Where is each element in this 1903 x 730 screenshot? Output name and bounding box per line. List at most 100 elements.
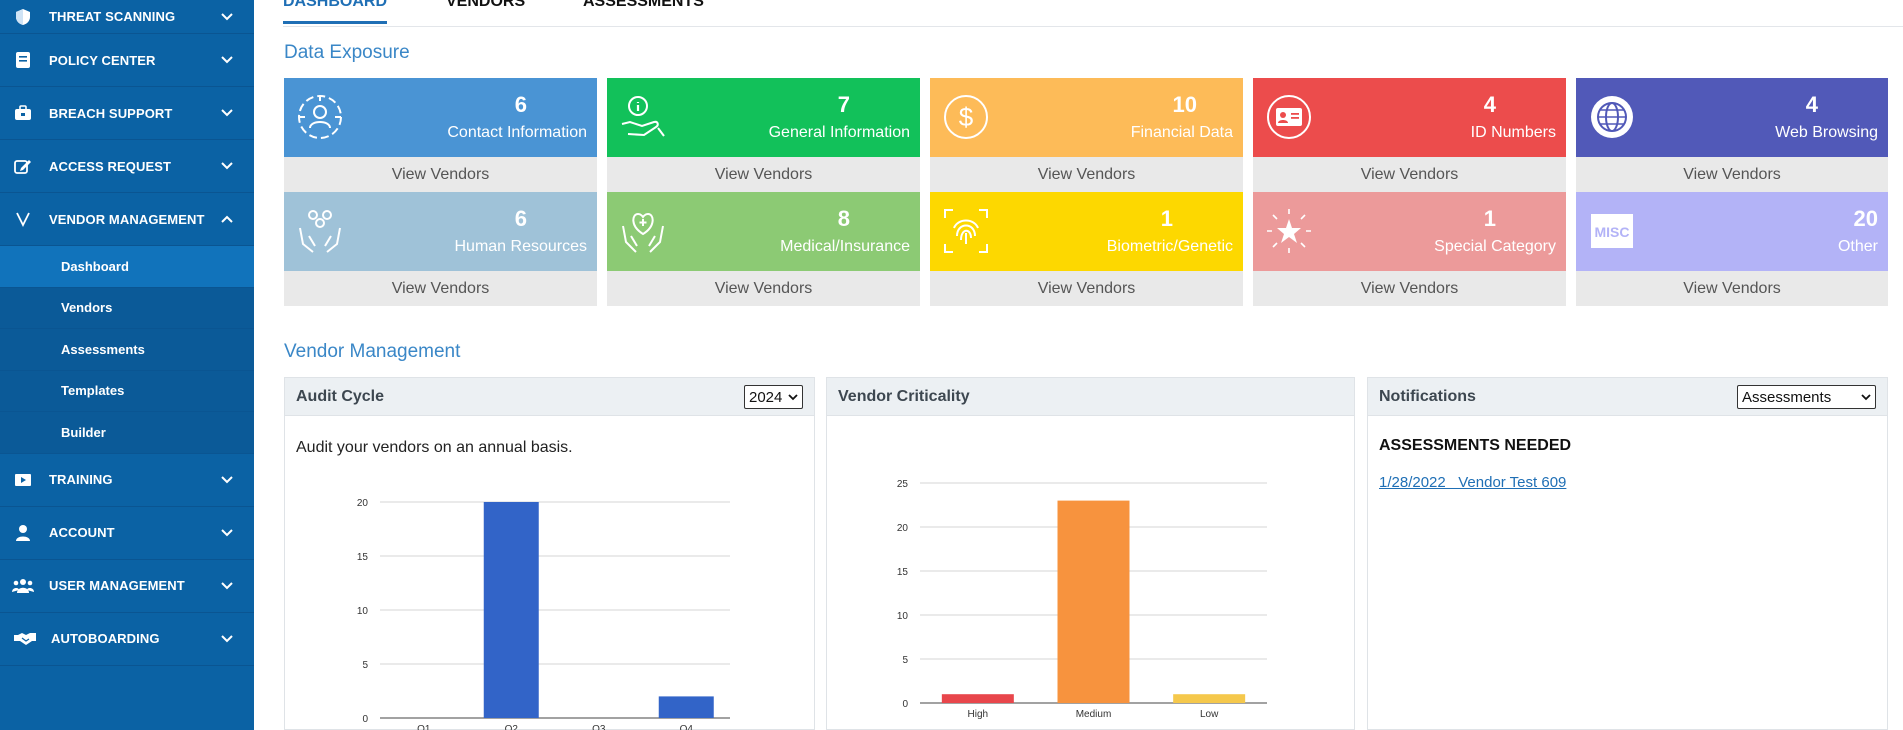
card-label: Biometric/Genetic — [1106, 238, 1233, 255]
card-id-numbers[interactable]: 4 ID Numbers View Vendors — [1253, 78, 1566, 192]
subnav-templates[interactable]: Templates — [0, 371, 254, 412]
view-vendors-link[interactable]: View Vendors — [607, 271, 920, 306]
nav-training[interactable]: TRAINING — [0, 454, 254, 507]
nav-label: VENDOR MANAGEMENT — [49, 211, 205, 227]
card-human-resources[interactable]: 6 Human Resources View Vendors — [284, 192, 597, 306]
edit-icon — [12, 155, 34, 177]
card-header: $ 10 Financial Data — [930, 78, 1243, 157]
year-select[interactable]: 2024 — [744, 385, 803, 409]
chevron-down-icon — [221, 475, 233, 483]
video-icon — [12, 469, 34, 491]
svg-text:$: $ — [959, 102, 974, 132]
nav-label: BREACH SUPPORT — [49, 105, 173, 121]
users-icon — [12, 575, 34, 597]
card-count: 8 — [837, 206, 850, 231]
sidebar: THREAT SCANNING POLICY CENTER BREACH SUP… — [0, 0, 254, 730]
globe-icon — [1591, 96, 1633, 138]
x-tick-label: Medium — [1076, 709, 1112, 720]
nav-vendor-management[interactable]: VENDOR MANAGEMENT — [0, 193, 254, 246]
panel-title: Vendor Criticality — [838, 387, 970, 405]
card-label: Contact Information — [447, 124, 587, 141]
chevron-down-icon — [221, 56, 233, 64]
view-vendors-link[interactable]: View Vendors — [284, 157, 597, 192]
card-count: 6 — [514, 92, 527, 117]
view-vendors-link[interactable]: View Vendors — [1253, 157, 1566, 192]
panel-title: Notifications — [1379, 387, 1476, 405]
notification-filter-select[interactable]: Assessments — [1737, 385, 1876, 409]
nav-threat-scanning[interactable]: THREAT SCANNING — [0, 0, 254, 34]
subnav-assessments[interactable]: Assessments — [0, 329, 254, 371]
view-vendors-link[interactable]: View Vendors — [930, 271, 1243, 306]
card-count: 10 — [1172, 92, 1197, 117]
card-medical-insurance[interactable]: 8 Medical/Insurance View Vendors — [607, 192, 920, 306]
card-special-category[interactable]: 1 Special Category View Vendors — [1253, 192, 1566, 306]
tab-dashboard[interactable]: DASHBOARD — [283, 0, 387, 24]
card-general-information[interactable]: 7 General Information View Vendors — [607, 78, 920, 192]
card-header: 6 Contact Information — [284, 78, 597, 157]
y-tick-label: 20 — [897, 523, 909, 534]
nav-label: ACCESS REQUEST — [49, 158, 172, 174]
card-count: 7 — [837, 92, 850, 117]
x-tick-label: Q2 — [505, 724, 519, 730]
panel-header: Notifications Assessments — [1368, 378, 1887, 416]
card-count: 20 — [1853, 206, 1878, 231]
chevron-down-icon — [221, 581, 233, 589]
bar — [941, 694, 1014, 703]
card-label: Human Resources — [454, 238, 588, 255]
nav-label: TRAINING — [49, 472, 113, 487]
view-vendors-link[interactable]: View Vendors — [284, 271, 597, 306]
panel-header: Vendor Criticality — [827, 378, 1354, 416]
view-vendors-link[interactable]: View Vendors — [607, 157, 920, 192]
card-biometric-genetic[interactable]: 1 Biometric/Genetic View Vendors — [930, 192, 1243, 306]
shield-icon — [12, 6, 34, 28]
nav-access-request[interactable]: ACCESS REQUEST — [0, 140, 254, 193]
dollar-icon: $ — [944, 95, 988, 139]
card-financial-data[interactable]: $ 10 Financial Data View Vendors — [930, 78, 1243, 192]
card-label: Web Browsing — [1775, 124, 1878, 141]
card-header: 1 Biometric/Genetic — [930, 192, 1243, 271]
audit-description: Audit your vendors on an annual basis. — [296, 439, 573, 456]
person-icon — [12, 522, 34, 544]
nav-label: USER MANAGEMENT — [49, 578, 185, 593]
nav-user-management[interactable]: USER MANAGEMENT — [0, 560, 254, 613]
card-header: 8 Medical/Insurance — [607, 192, 920, 271]
notification-link[interactable]: 1/28/2022 Vendor Test 609 — [1379, 474, 1567, 491]
nav-autoboarding[interactable]: AUTOBOARDING — [0, 613, 254, 666]
card-label: General Information — [768, 124, 910, 141]
x-tick-label: Q4 — [680, 724, 694, 730]
nav-label: AUTOBOARDING — [51, 631, 160, 646]
card-other[interactable]: MISC 20 Other View Vendors — [1576, 192, 1888, 306]
card-label: Financial Data — [1130, 124, 1233, 141]
view-vendors-link[interactable]: View Vendors — [1576, 157, 1888, 192]
card-count: 1 — [1483, 206, 1496, 231]
view-vendors-link[interactable]: View Vendors — [1576, 271, 1888, 306]
subnav-dashboard[interactable]: Dashboard — [0, 246, 254, 288]
panel-header: Audit Cycle 2024 — [285, 378, 814, 416]
tab-vendors[interactable]: VENDORS — [446, 0, 526, 10]
panel-title: Audit Cycle — [296, 387, 385, 405]
view-vendors-link[interactable]: View Vendors — [930, 157, 1243, 192]
y-tick-label: 25 — [897, 479, 909, 490]
card-count: 1 — [1160, 206, 1173, 231]
y-tick-label: 0 — [902, 699, 908, 710]
view-vendors-link[interactable]: View Vendors — [1253, 271, 1566, 306]
tab-assessments[interactable]: ASSESSMENTS — [583, 0, 704, 10]
chevron-up-icon — [221, 215, 233, 223]
nav-account[interactable]: ACCOUNT — [0, 507, 254, 560]
fingerprint-icon — [944, 209, 988, 253]
x-tick-label: Q3 — [592, 724, 606, 730]
data-exposure-title: Data Exposure — [284, 42, 410, 63]
chevron-down-icon — [221, 12, 233, 20]
subnav-vendors[interactable]: Vendors — [0, 288, 254, 329]
card-count: 6 — [514, 206, 527, 231]
nav-policy-center[interactable]: POLICY CENTER — [0, 34, 254, 87]
y-tick-label: 10 — [357, 606, 369, 617]
x-tick-label: Q1 — [417, 724, 431, 730]
assessments-needed-heading: ASSESSMENTS NEEDED — [1379, 437, 1572, 454]
card-web-browsing[interactable]: 4 Web Browsing View Vendors — [1576, 78, 1888, 192]
card-contact-information[interactable]: 6 Contact Information View Vendors — [284, 78, 597, 192]
nav-breach-support[interactable]: BREACH SUPPORT — [0, 87, 254, 140]
subnav-builder[interactable]: Builder — [0, 412, 254, 454]
y-tick-label: 15 — [897, 567, 909, 578]
card-header: 7 General Information — [607, 78, 920, 157]
